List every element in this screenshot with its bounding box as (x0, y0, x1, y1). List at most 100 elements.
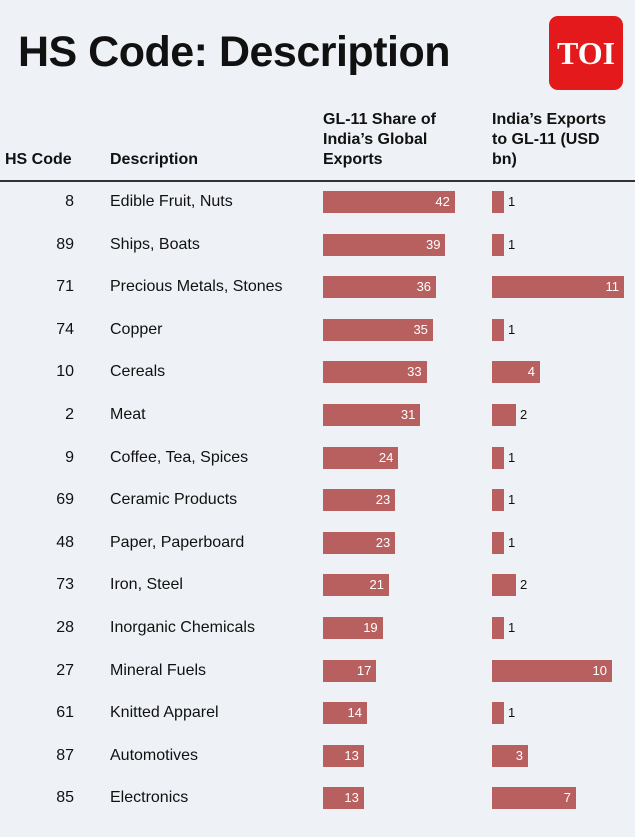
header-divider (0, 180, 635, 182)
share-bar (323, 446, 399, 469)
table-row: 89 Ships, Boats 39 1 (0, 224, 635, 266)
description: Knitted Apparel (110, 704, 219, 722)
description: Cereals (110, 363, 166, 381)
share-label: 19 (363, 620, 378, 635)
exports-bar (492, 531, 504, 554)
table-row: 69 Ceramic Products 23 1 (0, 479, 635, 521)
description: Meat (110, 406, 146, 423)
exports-label: 1 (508, 620, 516, 635)
table-row: 48 Paper, Paperboard 23 1 (0, 522, 635, 564)
table-row: 8 Edible Fruit, Nuts 42 1 (0, 181, 635, 223)
share-label: 36 (416, 279, 432, 295)
exports-bar (492, 744, 528, 767)
exports-label: 10 (592, 662, 607, 678)
share-bar (323, 233, 446, 256)
exports-label: 1 (508, 449, 516, 465)
table-row: 28 Inorganic Chemicals 19 1 (0, 607, 635, 649)
exports-bar (492, 574, 516, 597)
exports-bar (492, 446, 504, 469)
hs-code: 28 (56, 619, 74, 636)
exports-label: 1 (508, 236, 516, 252)
exports-bar (492, 191, 504, 213)
share-label: 39 (426, 236, 441, 252)
share-label: 14 (347, 705, 362, 721)
share-label: 17 (356, 662, 372, 678)
share-bar (323, 276, 437, 299)
description: Automotives (110, 746, 199, 764)
header-exports: India’s Exports to GL-11 (USD bn) (492, 111, 607, 168)
table-row: 61 Knitted Apparel 14 1 (0, 692, 635, 734)
table-row: 73 Iron, Steel 21 2 (0, 564, 635, 606)
exports-label: 3 (515, 747, 523, 763)
share-label: 31 (400, 407, 416, 422)
exports-bar (492, 617, 504, 639)
description: Edible Fruit, Nuts (110, 193, 233, 210)
description: Copper (110, 320, 163, 338)
exports-label: 4 (527, 364, 535, 380)
share-bar (323, 617, 383, 639)
table-row: 10 Cereals 33 4 (0, 351, 635, 393)
exports-label: 2 (520, 577, 528, 593)
share-bar (323, 659, 377, 682)
description: Coffee, Tea, Spices (110, 448, 249, 466)
header-share: GL-11 Share of India’s Global Exports (323, 111, 436, 168)
exports-bar (492, 361, 540, 384)
description: Inorganic Chemicals (110, 619, 255, 636)
exports-bar (492, 318, 504, 341)
hs-code: 2 (65, 406, 74, 423)
share-bar (323, 574, 389, 597)
share-label: 13 (344, 747, 359, 763)
description: Precious Metals, Stones (110, 278, 283, 296)
share-label: 24 (378, 449, 394, 465)
table-row: 27 Mineral Fuels 17 10 (0, 650, 635, 692)
share-bar (323, 191, 455, 213)
description: Iron, Steel (110, 576, 183, 594)
exports-label: 1 (508, 492, 516, 508)
share-bar (323, 489, 396, 512)
description: Mineral Fuels (110, 661, 207, 679)
exports-label: 7 (563, 790, 571, 806)
share-bar (323, 702, 367, 725)
exports-label: 1 (508, 705, 516, 721)
page-title: HS Code: Description (18, 28, 451, 76)
share-bar (323, 404, 421, 426)
hs-code: 27 (56, 661, 74, 679)
table-row: 71 Precious Metals, Stones 36 11 (0, 266, 635, 308)
exports-bar (492, 787, 576, 810)
exports-bar (492, 276, 624, 299)
share-label: 35 (413, 321, 428, 337)
exports-bar (492, 659, 612, 682)
share-label: 13 (344, 790, 359, 806)
table-row: 85 Electronics 13 7 (0, 777, 635, 819)
share-label: 21 (369, 577, 384, 593)
hs-code: 69 (56, 491, 74, 509)
exports-bar (492, 404, 516, 426)
table-row: 87 Automotives 13 3 (0, 735, 635, 777)
share-label: 23 (375, 492, 391, 508)
hs-code: 89 (56, 235, 74, 253)
hs-code: 85 (56, 789, 74, 807)
exports-bar (492, 233, 504, 256)
exports-bar (492, 489, 504, 512)
exports-label: 1 (508, 534, 516, 550)
description: Ceramic Products (110, 491, 238, 509)
table-row: 74 Copper 35 1 (0, 309, 635, 351)
hs-code: 71 (56, 278, 74, 296)
share-label: 42 (435, 194, 450, 209)
description: Ships, Boats (110, 235, 200, 253)
hs-code: 61 (56, 704, 74, 722)
table-row: 2 Meat 31 2 (0, 394, 635, 436)
share-bar (323, 787, 364, 810)
hs-code: 74 (56, 320, 74, 338)
share-bar (323, 744, 364, 767)
share-label: 23 (375, 534, 391, 550)
exports-label: 1 (508, 194, 516, 209)
description: Electronics (110, 789, 189, 807)
share-bar (323, 318, 433, 341)
hs-code: 10 (56, 363, 74, 381)
share-label: 33 (407, 364, 422, 380)
description: Paper, Paperboard (110, 533, 245, 551)
hs-code: 48 (56, 533, 74, 551)
share-bar (323, 361, 427, 384)
